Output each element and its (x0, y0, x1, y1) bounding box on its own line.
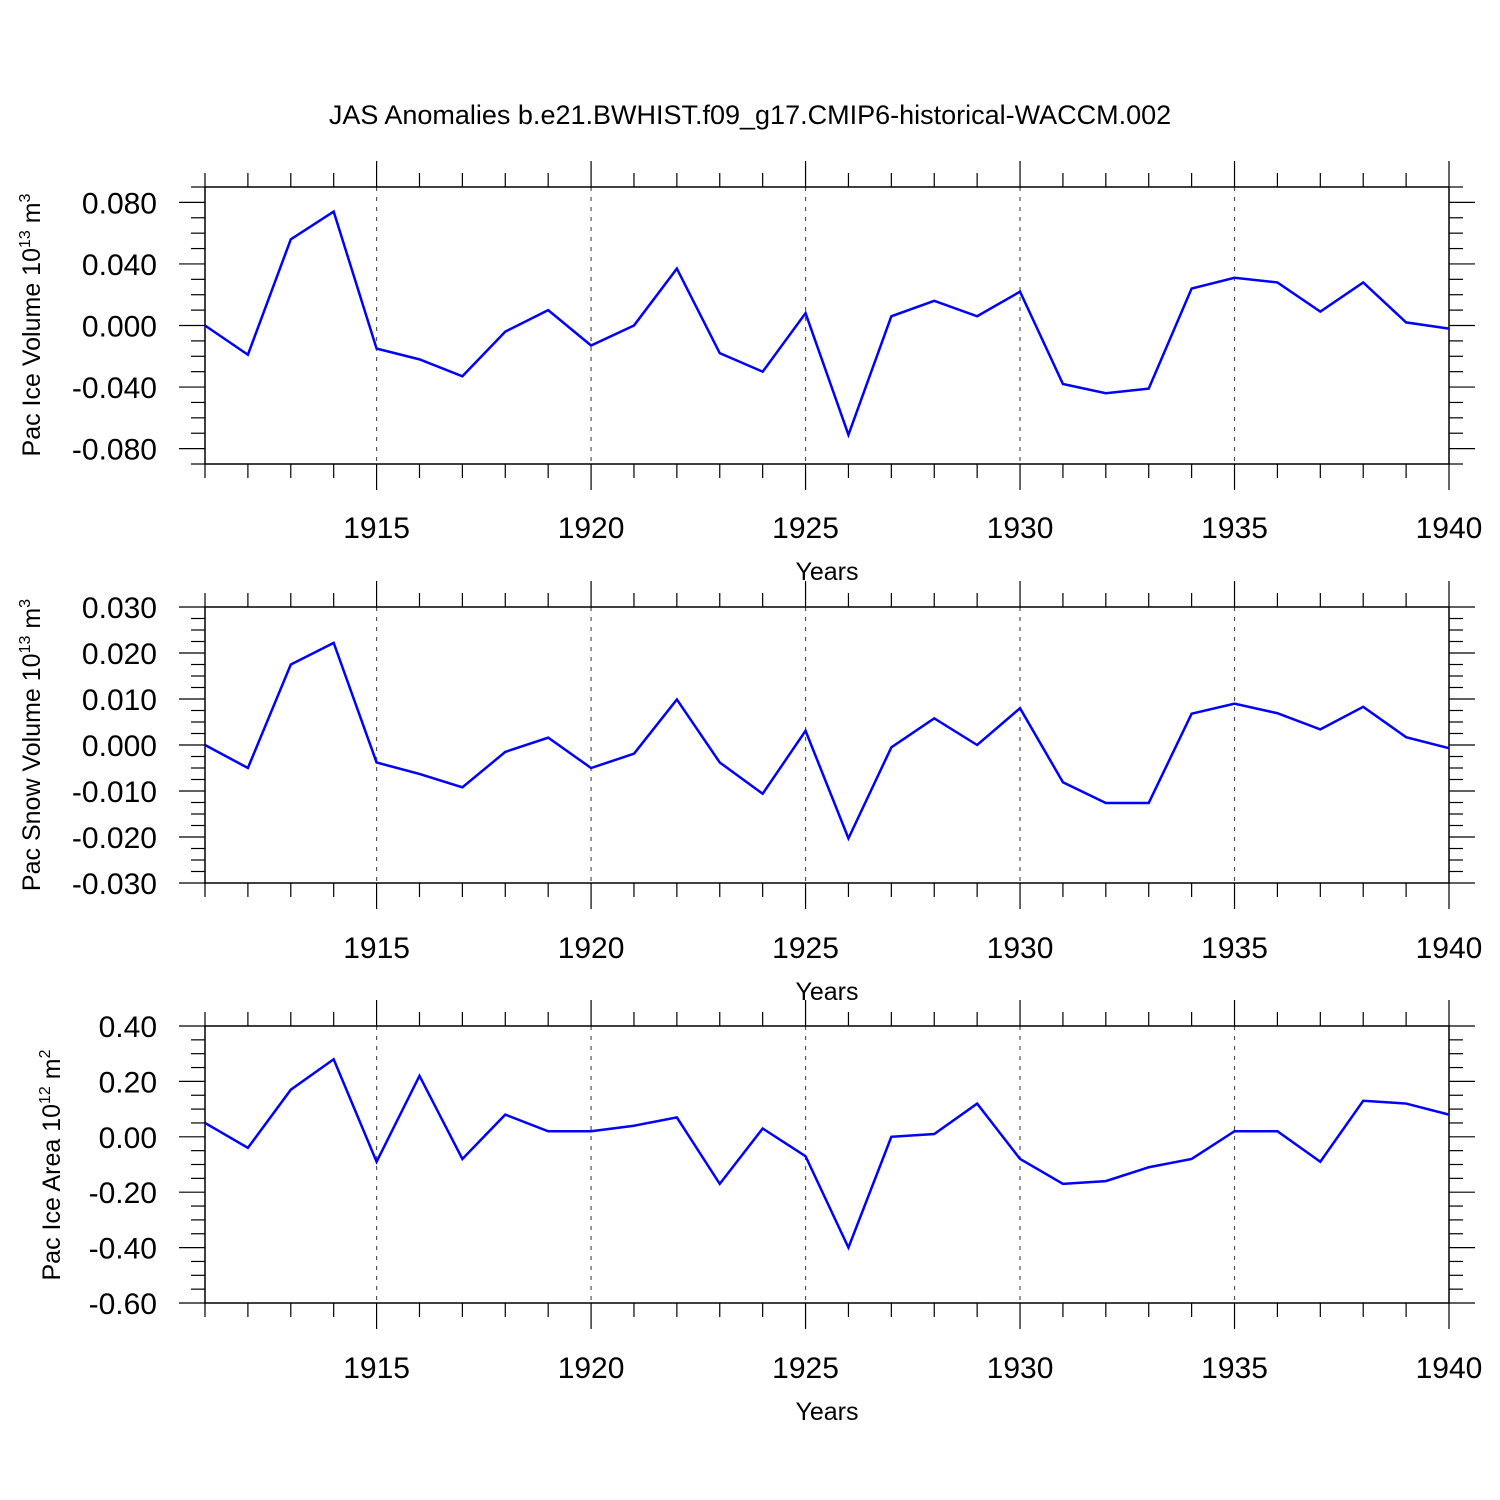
figure-title: JAS Anomalies b.e21.BWHIST.f09_g17.CMIP6… (329, 100, 1171, 130)
y-tick-label: 0.020 (82, 638, 157, 671)
x-tick-label: 1940 (1416, 1352, 1483, 1385)
y-tick-label: 0.000 (82, 730, 157, 763)
x-tick-label: 1915 (343, 1352, 410, 1385)
y-axis-label-superscript: 13 (17, 636, 34, 654)
y-axis-label-part: Pac Snow Volume 10 (18, 653, 46, 891)
chart-panel-2: 1915 1920 1925 1930 1935 1940 0.030 0.020 0.010 0… (17, 581, 1482, 1006)
x-tick-label: 1935 (1201, 1352, 1268, 1385)
y-axis-label-part: Pac Ice Area 10 (38, 1104, 66, 1281)
y-tick-label: 0.080 (82, 187, 157, 220)
plot-frame (204, 1025, 1450, 1304)
x-axis-label: Years (795, 1398, 858, 1426)
y-axis-label-part: m (18, 608, 46, 636)
plot-frame (204, 606, 1450, 884)
y-axis-label: Pac Ice Area 1012​ m2​ (37, 1049, 66, 1280)
x-tick-label: 1925 (772, 932, 839, 965)
y-tick-label: 0.000 (82, 311, 157, 344)
y-axis-label-superscript: 12 (37, 1086, 54, 1104)
series-line (204, 1057, 1450, 1251)
x-tick-label: 1930 (987, 932, 1054, 965)
plot-frame (204, 186, 1450, 465)
y-axis-label: Pac Ice Volume 1013​ m3​ (17, 193, 46, 456)
y-tick-label: 0.040 (82, 249, 157, 282)
y-axis-label-part: m (38, 1058, 66, 1086)
x-tick-label: 1930 (987, 1352, 1054, 1385)
y-tick-label: 0.40 (99, 1011, 157, 1044)
y-tick-label: 0.00 (99, 1122, 157, 1155)
x-tick-label: 1925 (772, 512, 839, 545)
y-tick-label: 0.010 (82, 684, 157, 717)
y-axis-label-superscript: 2 (37, 1049, 54, 1058)
x-tick-label: 1915 (343, 932, 410, 965)
y-tick-label: -0.20 (89, 1177, 157, 1210)
y-tick-label: -0.010 (72, 776, 157, 809)
x-tick-label: 1935 (1201, 512, 1268, 545)
x-axis-label: Years (795, 558, 858, 586)
x-tick-label: 1940 (1416, 932, 1483, 965)
y-tick-label: -0.030 (72, 868, 157, 901)
x-tick-label: 1920 (558, 512, 625, 545)
y-axis-label: Pac Snow Volume 1013​ m3​ (17, 599, 46, 891)
y-tick-label: -0.080 (72, 434, 157, 467)
y-axis-label-superscript: 3 (17, 599, 34, 608)
x-tick-label: 1930 (987, 512, 1054, 545)
y-tick-label: -0.40 (89, 1233, 157, 1266)
y-tick-label: -0.020 (72, 822, 157, 855)
x-axis-label: Years (795, 978, 858, 1006)
x-tick-label: 1915 (343, 512, 410, 545)
x-tick-label: 1935 (1201, 932, 1268, 965)
series-line (204, 641, 1450, 842)
x-tick-label: 1940 (1416, 512, 1483, 545)
y-tick-label: -0.040 (72, 372, 157, 405)
series-line (204, 209, 1450, 439)
x-tick-label: 1920 (558, 1352, 625, 1385)
y-tick-label: -0.60 (89, 1288, 157, 1321)
y-axis-label-part: m (18, 202, 46, 230)
y-axis-label-superscript: 3 (17, 193, 34, 202)
y-axis-label-superscript: 13 (17, 230, 34, 248)
y-axis-label-part: Pac Ice Volume 10 (18, 248, 46, 456)
chart-panel-3: 1915 1920 1925 1930 1935 1940 0.40 0.20 0.00 -0.2… (37, 1000, 1482, 1426)
y-tick-label: 0.030 (82, 592, 157, 625)
y-tick-label: 0.20 (99, 1066, 157, 1099)
chart-panel-1: 1915 1920 1925 1930 1935 1940 0.080 0.040 0.000 -… (17, 161, 1482, 586)
x-tick-label: 1925 (772, 1352, 839, 1385)
x-tick-label: 1920 (558, 932, 625, 965)
